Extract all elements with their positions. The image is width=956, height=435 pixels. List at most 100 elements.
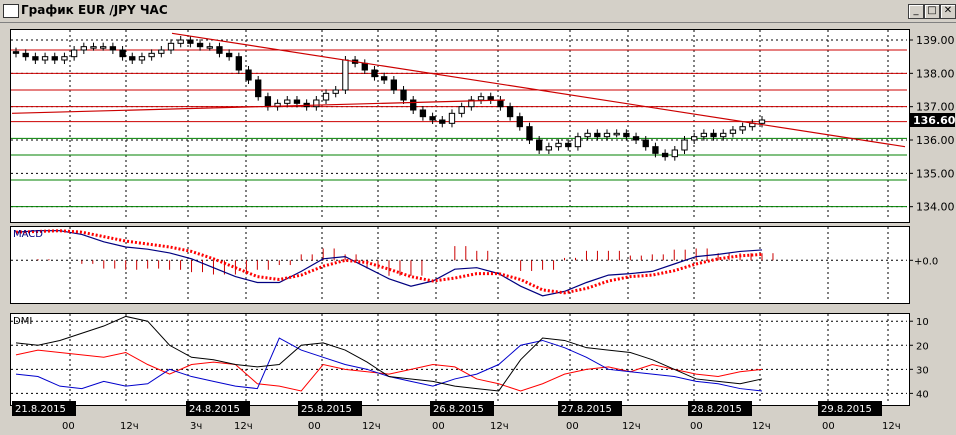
macd-zero-label: +0.0: [914, 256, 938, 267]
candle-body: [613, 132, 620, 136]
candle-body: [371, 69, 378, 78]
time-label: 00: [690, 421, 703, 432]
candle-body: [148, 52, 155, 58]
candle-body: [322, 92, 330, 101]
minimize-button[interactable]: _: [908, 4, 924, 19]
candle-body: [293, 99, 301, 104]
candle-body: [419, 109, 427, 118]
candle-body: [342, 59, 349, 91]
candle-body: [487, 96, 494, 101]
date-label-box: [186, 401, 250, 416]
candle-body: [526, 126, 533, 141]
current-price-label: 136.60: [913, 114, 956, 127]
candle-body: [167, 42, 175, 51]
current-price-marker: [909, 113, 955, 127]
candle-body: [574, 136, 582, 148]
candle-body: [410, 99, 417, 111]
dmi-axis-label: 30: [916, 365, 929, 376]
candle-body: [448, 112, 456, 124]
candle-body: [468, 99, 475, 108]
candle-body: [138, 56, 146, 61]
price-axis-label: 137.00: [916, 101, 955, 114]
candle-body: [109, 46, 117, 51]
date-label-box: [430, 401, 494, 416]
time-label: 12ч: [234, 421, 253, 432]
time-label: 12ч: [490, 421, 509, 432]
candle-body: [90, 46, 97, 49]
candle-body: [536, 139, 543, 151]
maximize-button[interactable]: □: [924, 4, 940, 19]
trendline: [171, 32, 906, 148]
candle-body: [245, 69, 252, 81]
date-label: 29.8.2015: [821, 404, 872, 415]
candle-body: [177, 39, 184, 44]
candle-body: [565, 142, 572, 148]
date-label: 21.8.2015: [15, 404, 66, 415]
date-label: 24.8.2015: [189, 404, 240, 415]
candle-body: [506, 106, 514, 118]
candle-body: [710, 132, 717, 138]
candle-body: [235, 56, 242, 71]
candle-body: [61, 56, 68, 61]
time-label: 12ч: [120, 421, 139, 432]
candle-body: [623, 132, 630, 138]
candle-body: [671, 149, 678, 158]
date-label: 26.8.2015: [433, 404, 484, 415]
candle-body: [206, 46, 213, 49]
candle-body: [380, 76, 388, 81]
candle-body: [594, 132, 601, 138]
candle-body: [284, 99, 291, 104]
candle-body: [739, 126, 746, 131]
candle-body: [100, 46, 107, 49]
price-axis-label: 136.00: [916, 134, 955, 147]
candle-body: [196, 42, 204, 48]
time-label: 00: [308, 421, 321, 432]
price-axis-label: 138.00: [916, 67, 955, 80]
candle-body: [332, 89, 339, 94]
time-label: 3ч: [190, 421, 202, 432]
dmi-plus-di-line: [15, 337, 763, 392]
dmi-axis-label: 10: [916, 317, 929, 328]
candle-body: [439, 119, 446, 124]
candle-body: [477, 96, 485, 101]
candle-body: [187, 39, 194, 44]
candle-body: [497, 99, 504, 108]
date-label-box: [12, 401, 76, 416]
candle-body: [264, 96, 272, 108]
candle-body: [70, 49, 78, 58]
chart-app-icon: [3, 4, 19, 18]
candle-body: [729, 129, 737, 134]
time-label: 12ч: [362, 421, 381, 432]
candle-body: [661, 152, 669, 158]
candle-body: [255, 79, 262, 98]
time-label: 12ч: [752, 421, 771, 432]
candle-body: [313, 99, 320, 108]
candle-body: [361, 62, 368, 71]
date-label-box: [688, 401, 752, 416]
candle-body: [429, 116, 436, 121]
candle-body: [516, 116, 523, 128]
candle-body: [51, 56, 58, 61]
candle-body: [12, 51, 20, 54]
candle-body: [700, 132, 708, 138]
time-label: 00: [566, 421, 579, 432]
date-label-box: [818, 401, 882, 416]
candle-body: [584, 132, 591, 138]
candle-body: [119, 49, 126, 58]
window-titlebar: График EUR /JPY ЧАС _ □ ✕: [0, 0, 956, 23]
candle-body: [545, 146, 553, 151]
time-label: 12ч: [622, 421, 641, 432]
time-label: 00: [62, 421, 75, 432]
candle-body: [642, 139, 649, 148]
dmi-axis-label: 20: [916, 341, 929, 352]
candle-body: [216, 46, 223, 54]
candle-body: [758, 119, 766, 124]
date-label-box: [298, 401, 362, 416]
candle-body: [681, 139, 688, 151]
dmi-panel-label: DMI: [13, 316, 32, 327]
macd-signal-line: [15, 229, 763, 295]
candle-body: [390, 79, 398, 91]
candle-body: [603, 132, 611, 138]
candle-body: [691, 136, 698, 141]
candle-body: [458, 106, 465, 114]
